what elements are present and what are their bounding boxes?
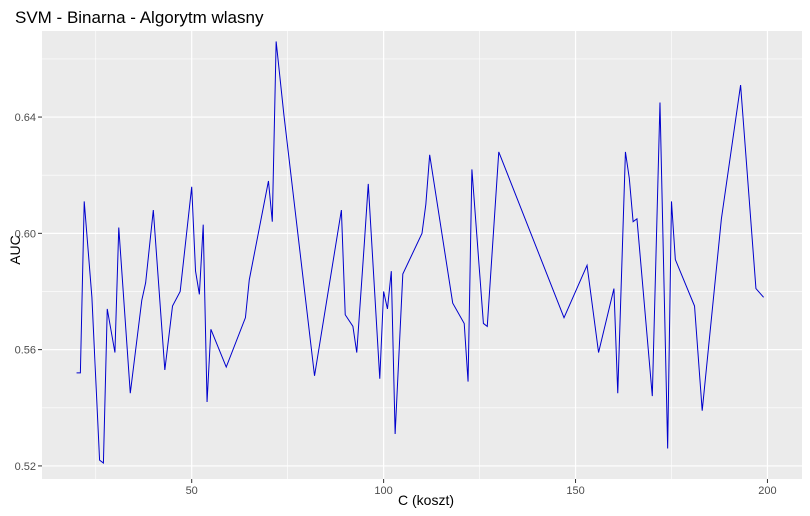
x-axis-title: C (koszt) bbox=[398, 492, 454, 508]
major-gridlines bbox=[42, 31, 802, 479]
x-tick-label: 50 bbox=[186, 485, 198, 497]
minor-gridlines bbox=[42, 31, 802, 479]
y-axis-ticks: 0.52 0.56 0.60 0.64 bbox=[15, 112, 42, 473]
x-tick-label: 150 bbox=[566, 485, 584, 497]
y-tick-label: 0.64 bbox=[15, 112, 36, 124]
plot-panel bbox=[42, 31, 802, 479]
x-tick-label: 200 bbox=[758, 485, 776, 497]
y-axis-title: AUC bbox=[7, 235, 23, 265]
y-tick-label: 0.52 bbox=[15, 461, 36, 473]
x-tick-label: 100 bbox=[374, 485, 392, 497]
x-axis-ticks: 50 100 150 200 bbox=[186, 479, 777, 497]
y-tick-label: 0.60 bbox=[15, 228, 36, 240]
chart-title: SVM - Binarna - Algorytm wlasny bbox=[15, 8, 264, 27]
auc-series-line bbox=[76, 41, 764, 464]
y-tick-label: 0.56 bbox=[15, 345, 36, 357]
